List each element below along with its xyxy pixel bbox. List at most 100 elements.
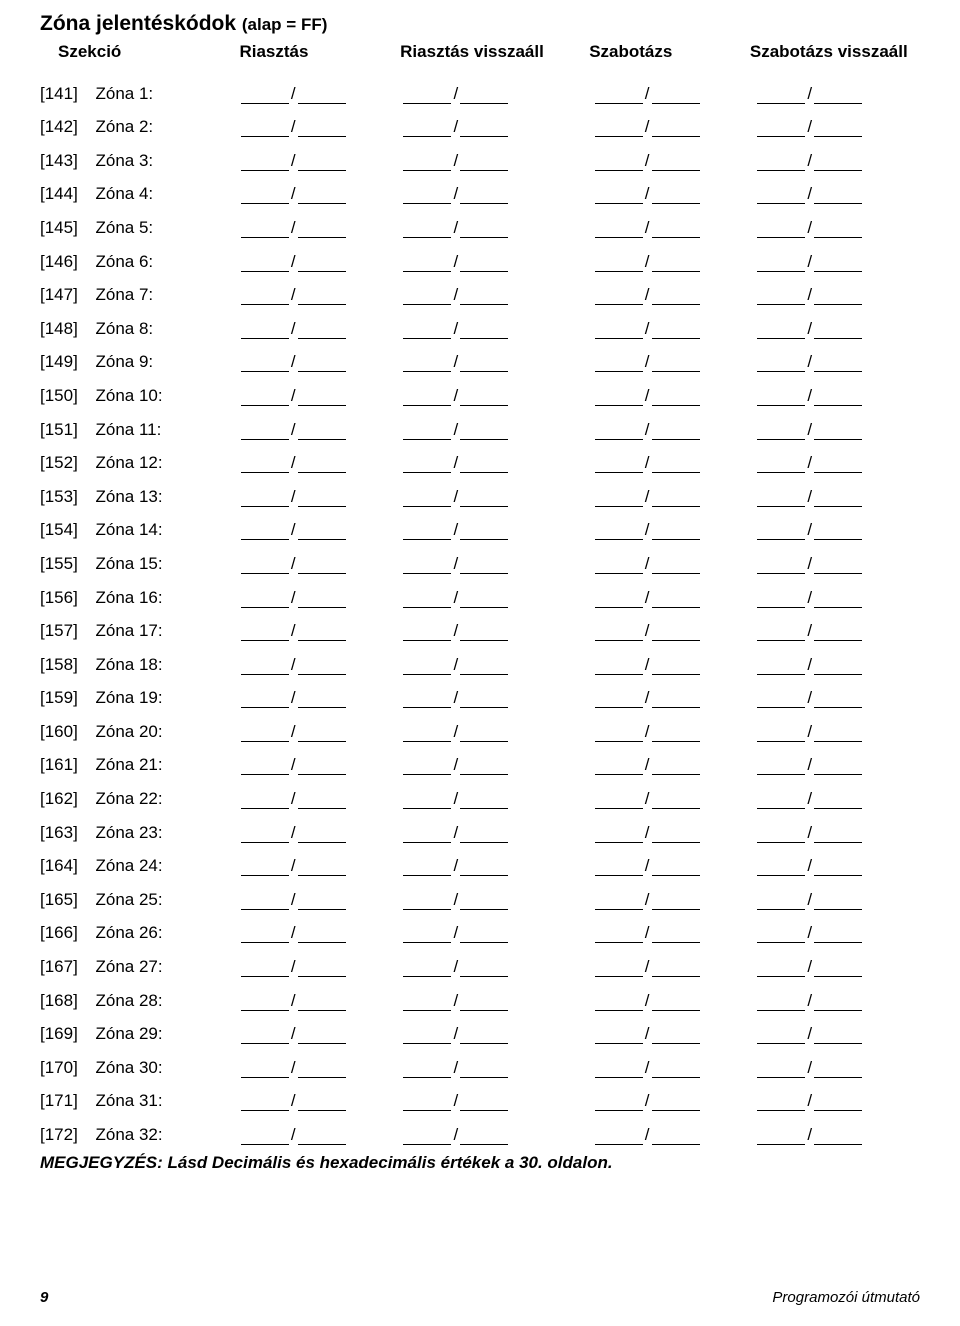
- blank-field[interactable]: [652, 894, 700, 910]
- blank-field[interactable]: [652, 424, 700, 440]
- blank-field[interactable]: [241, 491, 289, 507]
- blank-field[interactable]: [403, 1062, 451, 1078]
- blank-field[interactable]: [403, 1095, 451, 1111]
- blank-field[interactable]: [757, 356, 805, 372]
- blank-field[interactable]: [652, 558, 700, 574]
- blank-field[interactable]: [814, 289, 862, 305]
- blank-field[interactable]: [595, 692, 643, 708]
- blank-field[interactable]: [241, 961, 289, 977]
- blank-field[interactable]: [403, 894, 451, 910]
- blank-field[interactable]: [814, 1028, 862, 1044]
- blank-field[interactable]: [460, 457, 508, 473]
- blank-field[interactable]: [403, 155, 451, 171]
- blank-field[interactable]: [241, 323, 289, 339]
- blank-field[interactable]: [652, 88, 700, 104]
- blank-field[interactable]: [460, 491, 508, 507]
- blank-field[interactable]: [814, 860, 862, 876]
- blank-field[interactable]: [298, 625, 346, 641]
- blank-field[interactable]: [595, 323, 643, 339]
- blank-field[interactable]: [460, 188, 508, 204]
- blank-field[interactable]: [757, 894, 805, 910]
- blank-field[interactable]: [403, 592, 451, 608]
- blank-field[interactable]: [298, 1062, 346, 1078]
- blank-field[interactable]: [757, 222, 805, 238]
- blank-field[interactable]: [298, 592, 346, 608]
- blank-field[interactable]: [403, 961, 451, 977]
- blank-field[interactable]: [757, 860, 805, 876]
- blank-field[interactable]: [460, 726, 508, 742]
- blank-field[interactable]: [298, 188, 346, 204]
- blank-field[interactable]: [595, 188, 643, 204]
- blank-field[interactable]: [241, 222, 289, 238]
- blank-field[interactable]: [298, 1129, 346, 1145]
- blank-field[interactable]: [814, 457, 862, 473]
- blank-field[interactable]: [460, 155, 508, 171]
- blank-field[interactable]: [595, 121, 643, 137]
- blank-field[interactable]: [403, 457, 451, 473]
- blank-field[interactable]: [460, 592, 508, 608]
- blank-field[interactable]: [241, 289, 289, 305]
- blank-field[interactable]: [652, 927, 700, 943]
- blank-field[interactable]: [298, 793, 346, 809]
- blank-field[interactable]: [298, 558, 346, 574]
- blank-field[interactable]: [814, 961, 862, 977]
- blank-field[interactable]: [241, 256, 289, 272]
- blank-field[interactable]: [757, 827, 805, 843]
- blank-field[interactable]: [460, 390, 508, 406]
- blank-field[interactable]: [298, 961, 346, 977]
- blank-field[interactable]: [460, 1095, 508, 1111]
- blank-field[interactable]: [595, 894, 643, 910]
- blank-field[interactable]: [403, 793, 451, 809]
- blank-field[interactable]: [814, 524, 862, 540]
- blank-field[interactable]: [652, 256, 700, 272]
- blank-field[interactable]: [241, 1062, 289, 1078]
- blank-field[interactable]: [298, 860, 346, 876]
- blank-field[interactable]: [814, 692, 862, 708]
- blank-field[interactable]: [814, 356, 862, 372]
- blank-field[interactable]: [652, 356, 700, 372]
- blank-field[interactable]: [652, 692, 700, 708]
- blank-field[interactable]: [652, 995, 700, 1011]
- blank-field[interactable]: [241, 793, 289, 809]
- blank-field[interactable]: [298, 927, 346, 943]
- blank-field[interactable]: [403, 491, 451, 507]
- blank-field[interactable]: [757, 793, 805, 809]
- blank-field[interactable]: [460, 88, 508, 104]
- blank-field[interactable]: [241, 1028, 289, 1044]
- blank-field[interactable]: [595, 961, 643, 977]
- blank-field[interactable]: [814, 592, 862, 608]
- blank-field[interactable]: [757, 558, 805, 574]
- blank-field[interactable]: [241, 995, 289, 1011]
- blank-field[interactable]: [403, 726, 451, 742]
- blank-field[interactable]: [595, 390, 643, 406]
- blank-field[interactable]: [595, 1095, 643, 1111]
- blank-field[interactable]: [460, 860, 508, 876]
- blank-field[interactable]: [595, 625, 643, 641]
- blank-field[interactable]: [298, 289, 346, 305]
- blank-field[interactable]: [595, 356, 643, 372]
- blank-field[interactable]: [652, 1028, 700, 1044]
- blank-field[interactable]: [241, 659, 289, 675]
- blank-field[interactable]: [757, 457, 805, 473]
- blank-field[interactable]: [814, 88, 862, 104]
- blank-field[interactable]: [652, 1095, 700, 1111]
- blank-field[interactable]: [814, 424, 862, 440]
- blank-field[interactable]: [403, 222, 451, 238]
- blank-field[interactable]: [757, 424, 805, 440]
- blank-field[interactable]: [595, 88, 643, 104]
- blank-field[interactable]: [595, 592, 643, 608]
- blank-field[interactable]: [403, 558, 451, 574]
- blank-field[interactable]: [652, 188, 700, 204]
- blank-field[interactable]: [595, 759, 643, 775]
- blank-field[interactable]: [814, 827, 862, 843]
- blank-field[interactable]: [460, 927, 508, 943]
- blank-field[interactable]: [298, 424, 346, 440]
- blank-field[interactable]: [814, 1062, 862, 1078]
- blank-field[interactable]: [298, 222, 346, 238]
- blank-field[interactable]: [814, 1129, 862, 1145]
- blank-field[interactable]: [652, 592, 700, 608]
- blank-field[interactable]: [757, 1095, 805, 1111]
- blank-field[interactable]: [595, 1129, 643, 1145]
- blank-field[interactable]: [298, 390, 346, 406]
- blank-field[interactable]: [757, 625, 805, 641]
